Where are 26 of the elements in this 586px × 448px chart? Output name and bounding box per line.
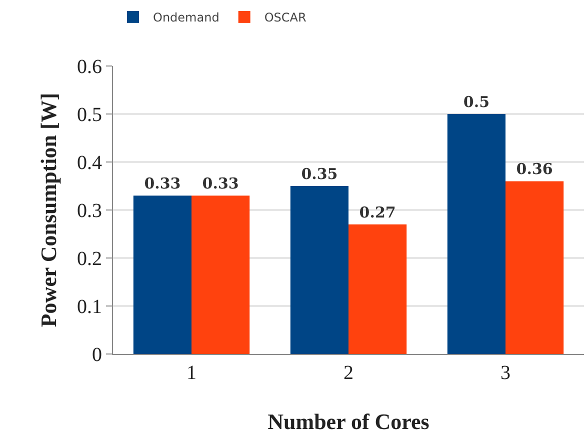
bar — [290, 186, 348, 354]
legend-label: OSCAR — [264, 10, 306, 25]
x-tick-label: 1 — [186, 362, 196, 384]
y-tick-label: 0.1 — [77, 296, 102, 318]
y-tick-label: 0.3 — [77, 200, 102, 222]
x-tick-label: 3 — [500, 362, 510, 384]
data-label: 0.36 — [516, 160, 553, 178]
x-axis-title: Number of Cores — [268, 408, 430, 434]
data-label: 0.33 — [144, 174, 181, 193]
x-tick-label: 2 — [344, 362, 354, 384]
bar — [447, 114, 506, 354]
data-label: 0.27 — [359, 203, 396, 222]
y-tick-label: 0.2 — [77, 248, 102, 270]
y-axis-title: Power Consumption [W] — [36, 92, 61, 328]
y-tick-label: 0.4 — [77, 152, 102, 174]
y-tick-label: 0 — [92, 344, 102, 366]
y-tick-label: 0.5 — [77, 104, 102, 126]
y-tick-label: 0.6 — [77, 56, 102, 78]
legend-label: Ondemand — [153, 10, 220, 25]
bar — [348, 224, 407, 354]
data-label: 0.33 — [202, 174, 239, 193]
bar — [506, 181, 564, 354]
data-label: 0.5 — [463, 93, 490, 111]
data-label: 0.35 — [301, 165, 338, 183]
bar — [133, 196, 192, 354]
bar — [192, 196, 250, 354]
